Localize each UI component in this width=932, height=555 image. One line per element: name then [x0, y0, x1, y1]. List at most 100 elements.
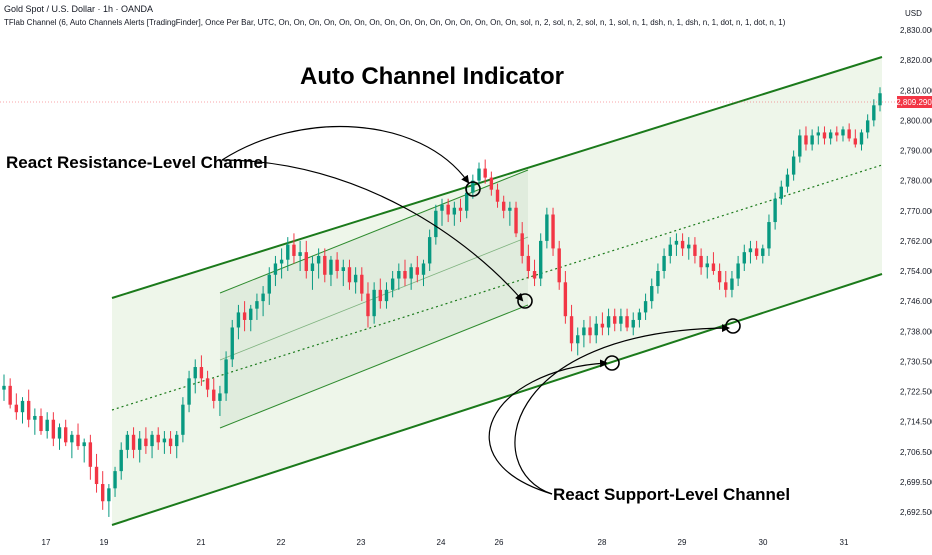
candle — [699, 248, 703, 275]
inner-resistance-line — [219, 169, 529, 294]
candle — [717, 263, 722, 290]
symbol-header[interactable]: Gold Spot / U.S. Dollar · 1h · OANDA — [4, 4, 154, 14]
candle — [736, 255, 740, 287]
candle — [304, 240, 308, 279]
candle-body — [828, 132, 833, 139]
candle-body — [193, 367, 197, 379]
candle-body — [113, 471, 117, 489]
candle — [779, 180, 783, 205]
candle — [51, 412, 56, 447]
candle-body — [279, 259, 284, 264]
candle-body — [464, 192, 469, 211]
candle-body — [865, 120, 870, 133]
candle-body — [403, 271, 407, 279]
candle — [63, 419, 68, 447]
candle-body — [372, 289, 376, 317]
candle-body — [822, 132, 827, 139]
candle-body — [526, 255, 531, 271]
candle-body — [662, 255, 666, 271]
last-price-tag: 2,809.290 — [896, 96, 932, 108]
candle — [298, 240, 302, 271]
support-arrow-lower — [488, 359, 608, 495]
candle-body — [693, 244, 697, 256]
candle — [76, 423, 80, 450]
candle-body — [335, 259, 339, 271]
candle-body — [384, 289, 389, 302]
touch-point-circle — [465, 181, 481, 197]
candle — [119, 442, 123, 480]
candle — [144, 427, 148, 454]
candle — [131, 427, 136, 459]
candle — [205, 370, 210, 398]
candle — [360, 267, 364, 302]
candle — [532, 259, 537, 287]
candle — [446, 198, 450, 223]
candle-body — [791, 156, 796, 175]
price-tick-label: 2,800.000 — [900, 116, 932, 125]
time-tick-label: 24 — [437, 538, 446, 547]
candle-body — [415, 267, 420, 275]
time-axis[interactable]: 17 19 21 22 23 24 26 28 29 30 31 — [42, 538, 849, 547]
candle — [452, 201, 457, 226]
candle — [539, 233, 543, 287]
candle — [150, 431, 154, 459]
candle-body — [298, 252, 302, 256]
indicator-header[interactable]: TFlab Channel (6, Auto Channels Alerts [… — [4, 18, 786, 27]
candle-body — [458, 207, 463, 211]
price-tick-label: 2,714.500 — [900, 418, 932, 427]
candle — [483, 159, 487, 184]
candle — [26, 389, 31, 428]
touch-point-circle — [517, 293, 533, 309]
price-tick-label: 2,754.000 — [900, 267, 932, 276]
candle — [576, 327, 580, 356]
touch-point-circle — [604, 355, 620, 371]
resistance-arrow-upper — [221, 125, 470, 184]
candle — [14, 393, 19, 420]
candle — [372, 282, 376, 324]
candle-body — [119, 449, 123, 472]
candle — [822, 126, 827, 145]
price-axis[interactable]: 2,830.000 2,820.000 2,810.000 2,800.000 2,79… — [900, 26, 932, 517]
price-tick-label: 2,738.000 — [900, 327, 932, 336]
inner-support-line — [219, 304, 529, 429]
price-tick-label: 2,730.500 — [900, 357, 932, 366]
candle — [347, 259, 352, 290]
candle — [353, 267, 358, 294]
candle — [859, 129, 864, 151]
resistance-arrow-lower — [221, 159, 524, 302]
candle-body — [14, 404, 19, 413]
candle — [767, 214, 771, 256]
candle-body — [650, 286, 654, 302]
time-tick-label: 22 — [277, 538, 286, 547]
candles-layer — [2, 87, 882, 517]
candle-body — [421, 263, 426, 275]
candle — [162, 431, 167, 454]
candle-body — [742, 252, 746, 264]
candle-body — [205, 378, 210, 390]
candle-body — [532, 271, 537, 279]
candle — [841, 126, 845, 142]
candle — [687, 237, 691, 260]
candle — [70, 431, 74, 459]
candle — [378, 278, 382, 309]
candle — [310, 255, 315, 290]
candle — [390, 271, 395, 298]
time-tick-label: 19 — [100, 538, 109, 547]
time-tick-label: 28 — [598, 538, 607, 547]
candle-body — [249, 308, 253, 320]
candle — [249, 304, 253, 332]
candle-body — [94, 466, 99, 485]
candle — [637, 308, 642, 328]
candle — [329, 255, 333, 287]
currency-label: USD — [905, 9, 922, 18]
candle — [631, 312, 635, 336]
candle — [101, 471, 105, 510]
candle — [625, 308, 629, 332]
candle — [668, 237, 672, 264]
candle-body — [576, 335, 580, 344]
price-tick-label: 2,810.000 — [900, 86, 932, 95]
candle — [557, 240, 561, 290]
candle — [39, 408, 43, 435]
candle-body — [76, 434, 80, 447]
